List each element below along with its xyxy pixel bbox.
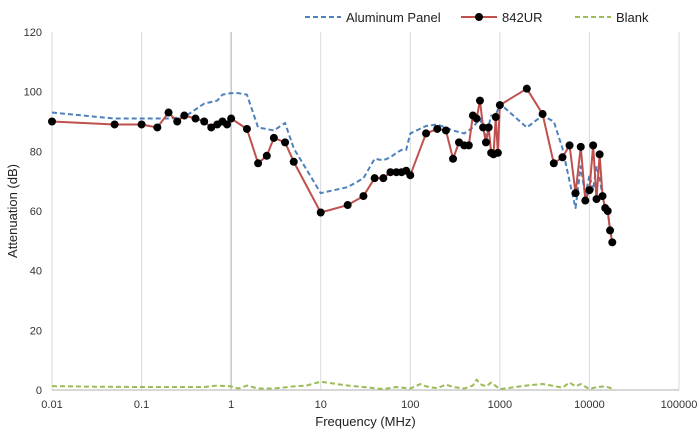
data-point — [269, 133, 278, 142]
grid — [51, 32, 680, 390]
y-tick-label: 0 — [36, 385, 42, 397]
x-tick-label: 1 — [228, 399, 234, 411]
data-point — [422, 129, 431, 138]
data-point — [464, 141, 473, 150]
data-point — [227, 114, 236, 123]
data-point — [191, 114, 200, 123]
data-point — [538, 110, 547, 119]
x-axis-title: Frequency (MHz) — [315, 414, 415, 429]
x-tick-label: 0.01 — [41, 399, 62, 411]
x-tick-label: 0.1 — [134, 399, 149, 411]
series-line-aluminum-panel — [51, 92, 614, 242]
data-point — [484, 123, 493, 132]
data-point — [262, 151, 271, 160]
data-point — [549, 159, 558, 168]
y-tick-label: 40 — [30, 266, 42, 278]
data-point — [565, 141, 574, 150]
data-point — [48, 117, 56, 126]
data-point — [379, 174, 388, 183]
y-tick-label: 60 — [30, 206, 42, 218]
data-point — [592, 195, 601, 204]
data-point — [359, 192, 368, 201]
data-point — [370, 174, 379, 183]
data-point — [603, 207, 612, 215]
data-point — [441, 126, 450, 135]
x-tick-label: 100 — [401, 399, 419, 411]
data-point — [200, 117, 209, 126]
data-point — [479, 123, 488, 132]
data-point — [475, 96, 484, 105]
data-point — [571, 189, 580, 198]
data-point — [595, 150, 604, 159]
data-point — [223, 120, 232, 129]
data-point — [180, 111, 189, 120]
x-tick-label: 1000 — [488, 399, 512, 411]
legend-label: 842UR — [502, 10, 542, 25]
data-point — [598, 192, 607, 201]
data-point — [495, 101, 504, 110]
data-point — [481, 138, 490, 147]
data-point — [608, 238, 617, 247]
data-point — [289, 157, 298, 166]
data-point — [606, 226, 615, 235]
data-point — [137, 120, 146, 129]
data-point — [164, 108, 173, 117]
data-point — [449, 154, 458, 163]
data-point — [242, 124, 251, 133]
x-tick-labels: 0.01 0.1 1 10 100 1000 10000 100000 — [41, 399, 697, 411]
data-point — [576, 142, 585, 151]
legend: Aluminum Panel 842UR Blank — [305, 10, 649, 25]
data-point — [493, 148, 502, 157]
series-line-blank — [51, 378, 613, 391]
data-point — [153, 123, 162, 132]
data-point — [386, 168, 395, 177]
y-tick-labels: 0 20 40 60 80 100 120 — [24, 27, 42, 397]
legend-label: Aluminum Panel — [346, 10, 441, 25]
data-point — [316, 208, 325, 217]
data-point — [472, 114, 481, 123]
x-tick-label: 100000 — [661, 399, 698, 411]
y-tick-label: 120 — [24, 27, 42, 39]
y-tick-label: 100 — [24, 87, 42, 99]
series — [48, 84, 617, 391]
data-point — [491, 113, 500, 122]
data-point — [254, 159, 263, 168]
data-point — [110, 120, 119, 129]
data-point — [281, 138, 290, 147]
data-point — [522, 84, 531, 93]
legend-marker — [475, 13, 483, 21]
x-tick-label: 10 — [315, 399, 327, 411]
data-point — [343, 201, 352, 210]
legend-label: Blank — [616, 10, 649, 25]
data-point — [581, 196, 590, 205]
series-line-842ur — [51, 87, 614, 243]
data-point — [589, 141, 598, 150]
y-tick-label: 20 — [30, 325, 42, 337]
y-tick-label: 80 — [30, 146, 42, 158]
data-point — [207, 123, 216, 132]
data-point — [558, 153, 567, 162]
data-point — [585, 186, 594, 195]
data-point — [406, 171, 415, 180]
data-point — [173, 117, 182, 126]
data-point — [433, 124, 442, 133]
y-axis-title: Attenuation (dB) — [5, 164, 20, 258]
x-tick-label: 10000 — [574, 399, 605, 411]
